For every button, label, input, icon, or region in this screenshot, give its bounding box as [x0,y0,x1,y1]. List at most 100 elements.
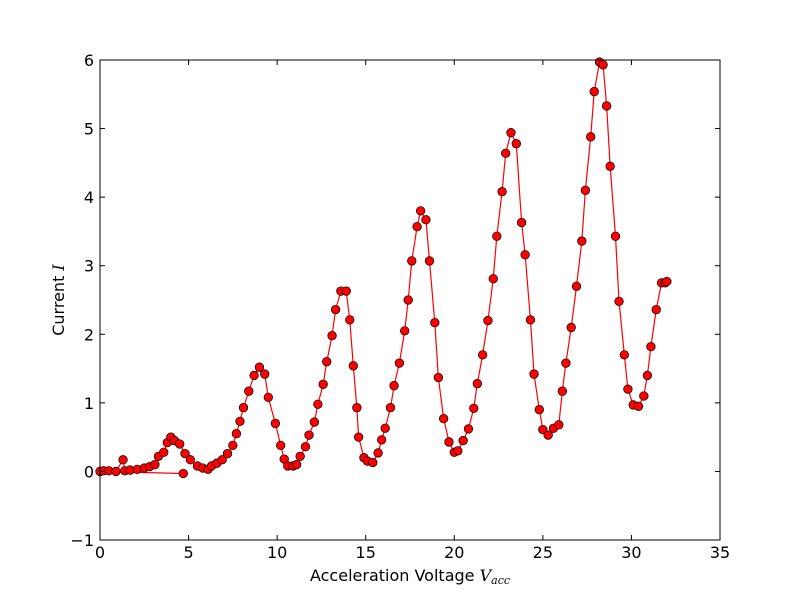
y-tick-label: 4 [84,188,94,207]
data-point [180,448,190,459]
data-point [352,403,362,413]
x-axis-label-symbol: V [480,566,493,585]
y-tick-label: 0 [84,462,94,481]
data-point [633,401,644,411]
data-point [469,403,479,413]
y-tick-label: 5 [84,120,94,139]
data-point [389,381,399,391]
data-point [327,331,337,341]
plot-frame [99,59,721,541]
data-point [601,101,612,111]
data-point [642,370,653,381]
data-point [543,430,553,440]
data-point [463,424,474,434]
data-point [300,442,311,452]
x-axis-label-text: Acceleration Voltage [310,566,480,585]
data-point [589,86,599,97]
data-point [651,304,661,315]
data-point [341,286,351,296]
data-point [483,315,493,326]
data-point [433,372,443,383]
x-axis-label-subscript: acc [491,574,510,587]
y-axis-label-text: Current [49,271,68,336]
x-tick-label: 0 [95,543,105,562]
data-point [322,357,332,367]
data-point [254,362,265,372]
y-axis-label: Current I [49,264,68,336]
data-point [586,132,596,142]
data-point [444,437,454,447]
y-tick-label: 6 [84,51,94,70]
data-point [561,358,571,368]
data-point [263,392,273,403]
y-tick-label: 1 [84,394,94,413]
data-point [501,148,511,158]
data-point [424,256,435,266]
data-point [385,403,396,413]
data-point [439,413,449,424]
data-point [492,231,502,241]
data-point [377,435,387,445]
x-tick-label: 35 [710,543,730,562]
data-point [178,468,188,479]
data-point [400,326,410,336]
data-point [520,250,530,260]
data-point [421,215,431,225]
data-point [646,341,656,352]
data-point [345,315,355,325]
data-point [244,386,254,396]
x-tick-label: 5 [183,543,193,562]
data-point [415,206,426,216]
data-point [598,60,608,70]
data-point [605,161,615,171]
x-tick-label: 25 [533,543,553,562]
data-point [623,384,633,394]
data-point [373,448,383,458]
data-point [458,435,468,446]
data-point [566,322,576,333]
data-point [238,403,249,413]
data-point [488,274,498,284]
x-tick-label: 20 [444,543,464,562]
data-point [318,379,328,389]
data-point [380,423,390,433]
data-point [516,217,527,228]
data-point [577,236,587,246]
series-line [99,60,668,475]
data-point [662,276,672,287]
data-point [557,386,567,396]
data-point [453,446,463,456]
x-tick-label: 30 [621,543,641,562]
data-point [412,221,422,232]
y-tick-label: 2 [84,325,94,344]
y-tick-label: 3 [84,257,94,276]
data-point [309,417,319,427]
data-point [330,304,341,315]
data-point [313,399,323,409]
data-point [407,256,417,266]
data-point [477,350,488,360]
data-point [472,379,482,389]
data-point [291,459,302,470]
plot-layer [95,57,672,479]
data-point [619,350,629,360]
data-point [270,418,281,429]
data-point [394,358,405,368]
data-point [511,139,521,149]
data-point [150,459,160,470]
data-point [260,369,270,379]
data-point [217,455,227,465]
data-point [228,440,238,451]
data-point [118,455,128,465]
data-point [185,455,195,465]
data-point [571,281,582,291]
data-point [159,447,169,457]
data-point [353,432,364,442]
data-point [304,430,314,440]
data-point [111,466,121,477]
data-point [506,128,516,138]
data-point [529,369,539,379]
y-tick-label: −1 [70,531,94,550]
